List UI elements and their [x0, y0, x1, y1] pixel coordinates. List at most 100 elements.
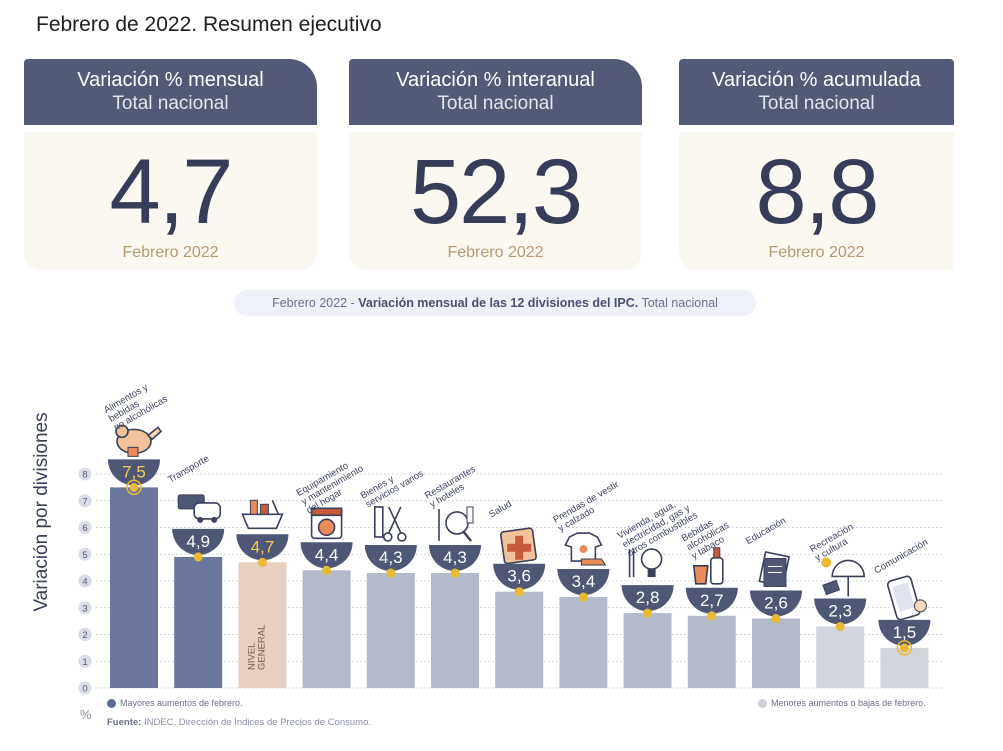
value-label: 3,4	[572, 572, 596, 591]
bar	[366, 572, 415, 688]
y-tick-label: 0	[82, 684, 87, 695]
category-label: Equipamientoy mantenimientodel hogar	[295, 455, 371, 517]
value-dot	[899, 643, 909, 653]
bar	[238, 562, 287, 688]
value-label: 7,5	[122, 462, 146, 481]
chart-subtitle-bold: Variación mensual de las 12 divisiones d…	[358, 296, 639, 310]
bar	[559, 597, 608, 688]
value-dot	[578, 592, 588, 602]
card-period: Febrero 2022	[768, 244, 865, 261]
chart-subtitle-suffix: Total nacional	[638, 296, 718, 310]
chicken-icon	[115, 424, 163, 457]
value-badge	[685, 587, 738, 614]
card-title: Variación % acumulada	[712, 69, 921, 91]
y-tick-label: 2	[82, 630, 87, 641]
y-tick-badge	[78, 521, 92, 534]
legend-low-dot	[758, 699, 767, 709]
y-tick-label: 3	[82, 603, 87, 614]
value-dot	[707, 611, 717, 621]
value-badge	[750, 590, 802, 617]
card-body: 52,3 Febrero 2022	[349, 132, 642, 270]
value-label: 4,9	[186, 532, 210, 551]
legend-high-label: Mayores aumentos de febrero.	[120, 698, 243, 708]
value-dot	[835, 621, 845, 631]
plate-cutlery-icon	[438, 506, 474, 542]
value-badge	[814, 598, 867, 625]
value-dot	[771, 613, 781, 623]
umbrella-sun-icon	[821, 557, 866, 597]
card-title: Variación % interanual	[396, 69, 595, 91]
value-label: 4,3	[379, 548, 403, 567]
value-badge	[236, 534, 289, 561]
value-badge	[364, 544, 417, 571]
y-tick-badge	[78, 574, 92, 588]
card-title: Variación % mensual	[77, 69, 264, 91]
value-badge	[621, 585, 674, 612]
card-subtitle: Total nacional	[112, 93, 229, 114]
y-tick-badge	[78, 628, 92, 641]
legend-low: Menores aumentos o bajas de febrero.	[758, 698, 926, 709]
value-dot	[643, 608, 653, 618]
card-monthly-variation: Variación % mensual Total nacional 4,7 F…	[24, 59, 317, 270]
shopping-basket-icon	[241, 499, 284, 530]
value-label: 4,7	[251, 537, 275, 556]
card-value: 8,8	[755, 141, 880, 243]
value-label: 2,6	[764, 593, 788, 612]
bar	[880, 647, 929, 688]
value-dot	[129, 482, 139, 492]
chart-subtitle-prefix: Febrero 2022 -	[272, 296, 359, 310]
y-tick-label: 7	[82, 496, 87, 507]
card-interannual-variation: Variación % interanual Total nacional 52…	[349, 59, 642, 270]
bar	[431, 572, 479, 688]
value-dot	[193, 552, 203, 562]
y-tick-badge	[78, 547, 92, 561]
y-tick-badge	[78, 681, 92, 695]
value-label: 4,3	[443, 548, 467, 567]
value-dot	[257, 557, 267, 567]
tshirt-shoe-icon	[564, 532, 607, 566]
value-label: 2,7	[700, 591, 724, 610]
card-accumulated-variation: Variación % acumulada Total nacional 8,8…	[679, 59, 954, 270]
legend-high: Mayores aumentos de febrero.	[107, 698, 243, 709]
value-badge	[429, 544, 481, 571]
y-tick-badge	[78, 467, 92, 481]
card-header: Variación % acumulada Total nacional	[679, 59, 954, 125]
card-subtitle: Total nacional	[437, 93, 554, 114]
category-label: Educación	[744, 515, 788, 547]
value-dot-ring	[896, 640, 913, 656]
value-label: 1,5	[893, 623, 917, 642]
card-period: Febrero 2022	[122, 244, 219, 261]
legend-high-dot	[107, 699, 116, 709]
category-label: Comunicación	[872, 537, 930, 577]
value-dot	[322, 565, 332, 575]
source-label: Fuente:	[107, 717, 142, 728]
card-subtitle: Total nacional	[758, 93, 875, 114]
card-header: Variación % interanual Total nacional	[349, 59, 642, 125]
category-label: Transporte	[166, 453, 211, 485]
category-label: Bienes yservicios varios	[359, 459, 426, 510]
category-label: Prendas de vestiry calzado	[551, 479, 626, 534]
lightbulb-icon	[628, 548, 663, 578]
category-label: Salud	[487, 499, 514, 521]
card-period: Febrero 2022	[447, 244, 544, 261]
smartphone-icon	[886, 575, 927, 621]
page-title: Febrero de 2022. Resumen ejecutivo	[36, 13, 382, 36]
y-tick-label: 6	[82, 523, 87, 534]
legend-low-label: Menores aumentos o bajas de febrero.	[771, 698, 926, 708]
value-dot	[386, 568, 396, 578]
bar	[302, 570, 351, 688]
value-label: 4,4	[315, 545, 339, 564]
washing-machine-icon	[310, 507, 343, 540]
value-label: 3,6	[507, 567, 531, 586]
card-body: 4,7 Febrero 2022	[24, 132, 317, 270]
value-dot	[514, 587, 524, 597]
bar	[816, 626, 865, 688]
y-tick-label: 1	[82, 657, 87, 668]
value-label: 2,3	[828, 601, 852, 620]
source-note: Fuente: INDEC, Dirección de Índices de P…	[107, 717, 371, 728]
value-dot	[450, 568, 460, 578]
scissors-comb-icon	[373, 506, 407, 542]
bus-card-icon	[177, 494, 221, 523]
card-value: 52,3	[409, 141, 583, 243]
